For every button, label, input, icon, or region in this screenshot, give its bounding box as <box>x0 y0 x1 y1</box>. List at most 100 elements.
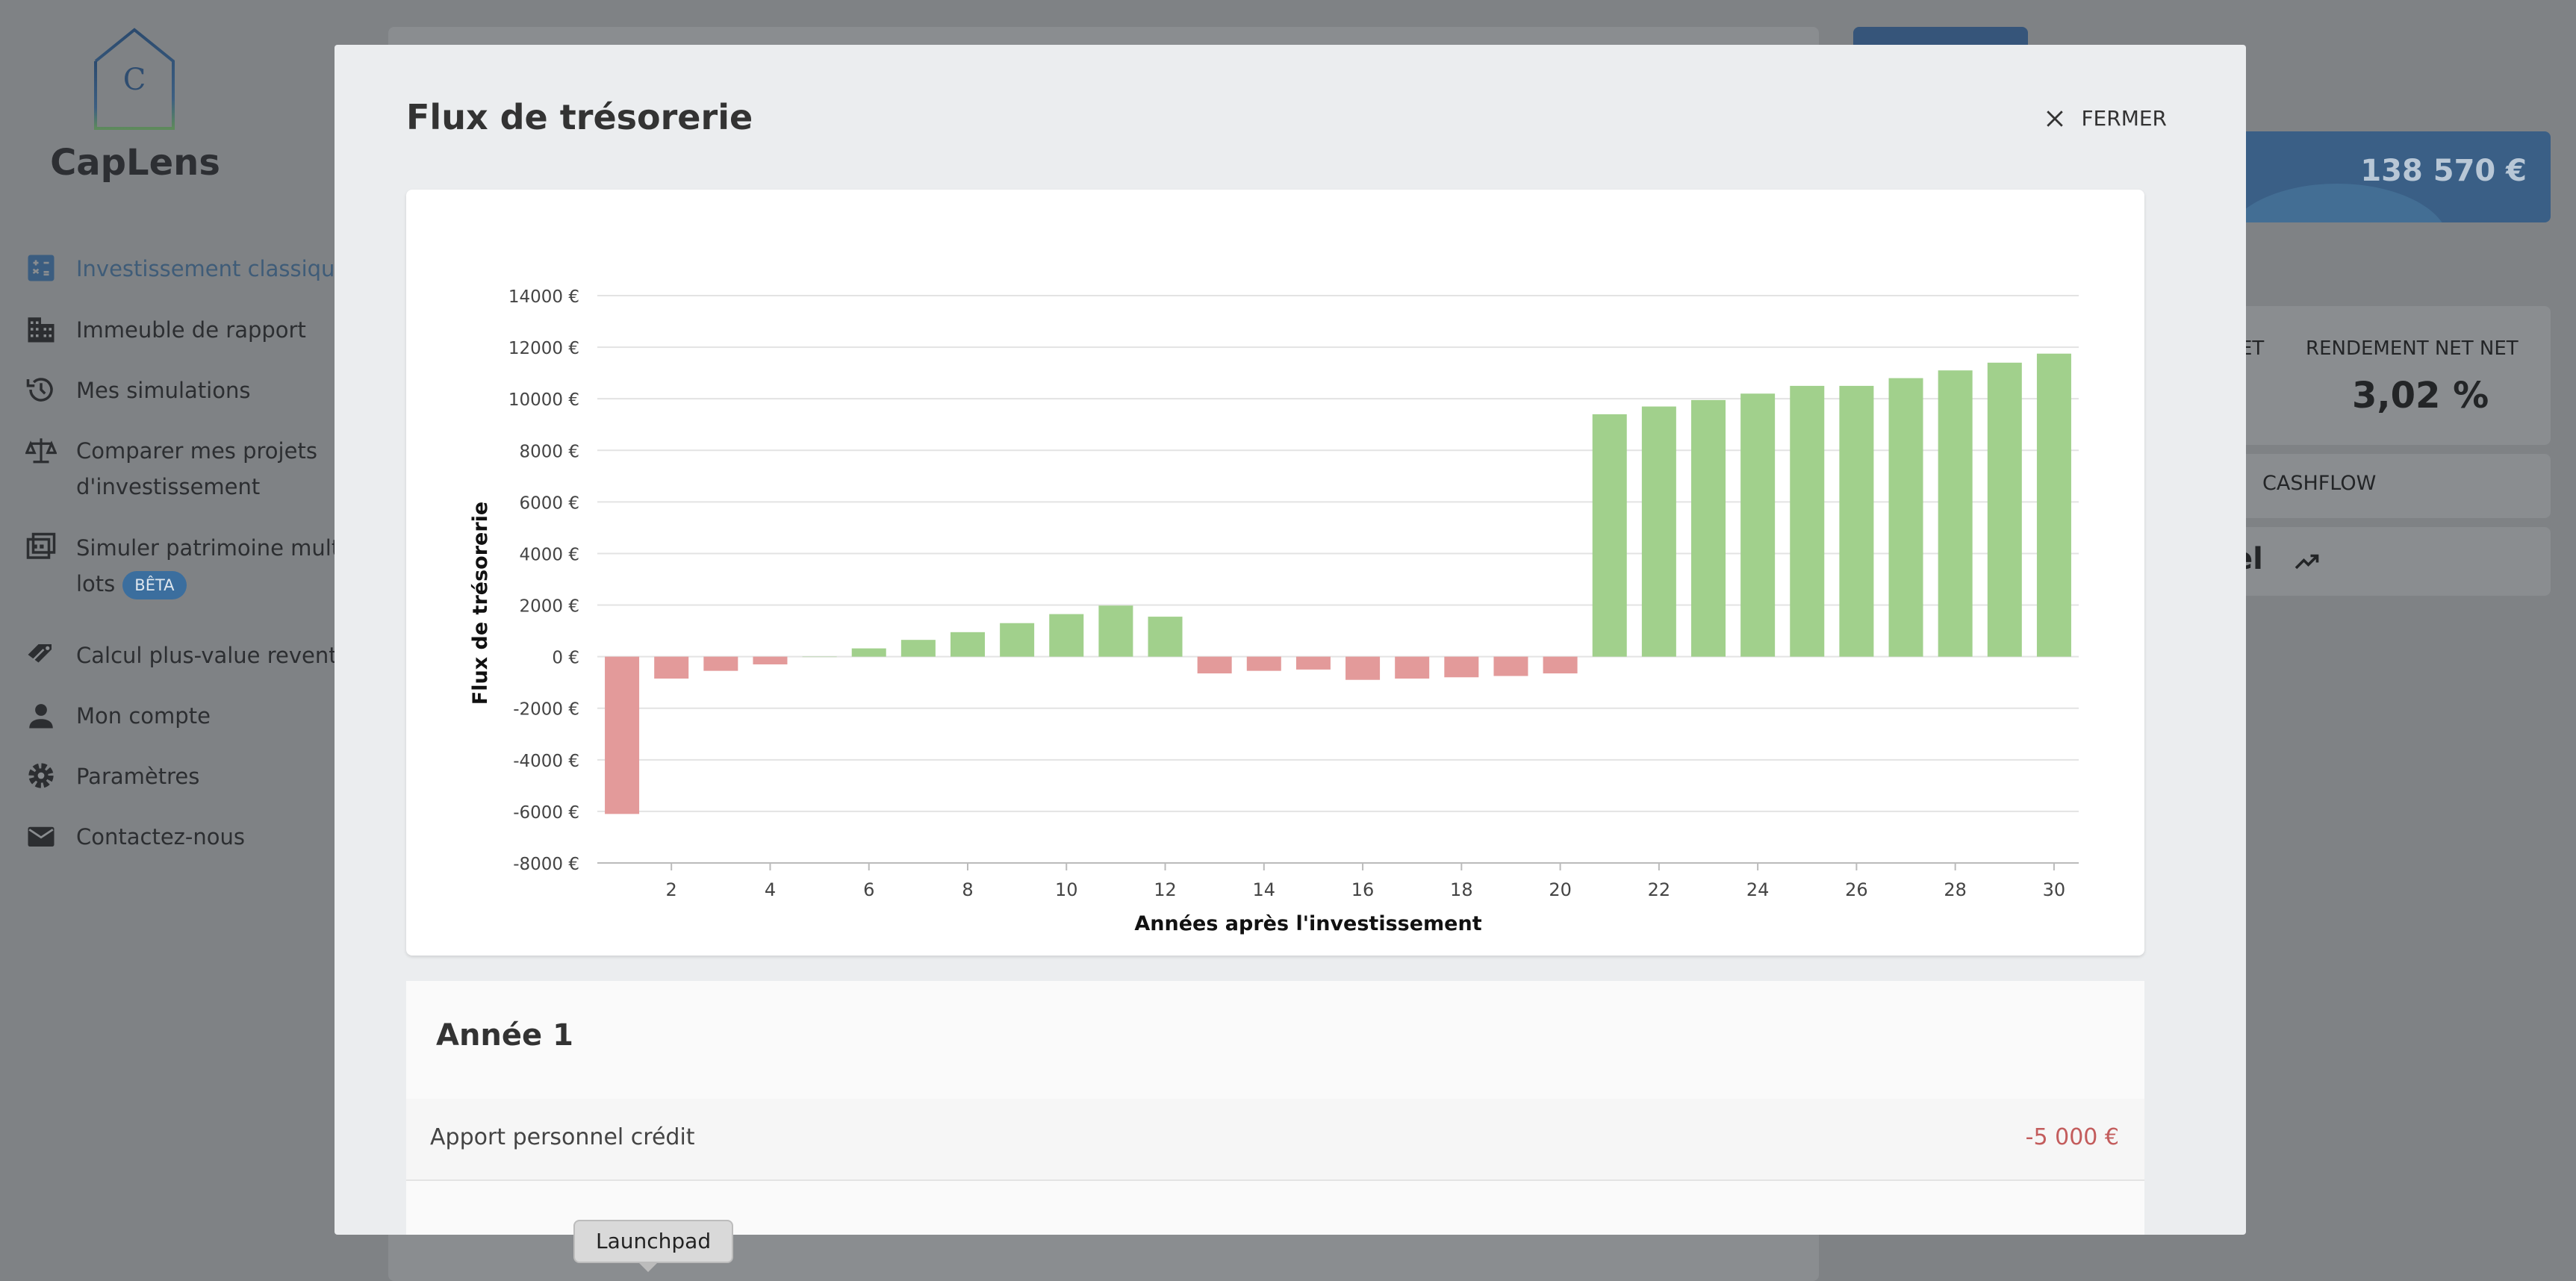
x-tick-label: 20 <box>1549 879 1572 900</box>
trending-up-icon <box>2295 554 2319 570</box>
bar-year-13 <box>1197 656 1232 674</box>
y-tick-label: 10000 € <box>508 390 579 410</box>
sidebar-item-label: Immeuble de rapport <box>76 317 306 343</box>
x-tick-label: 16 <box>1351 879 1375 900</box>
x-tick-label: 30 <box>2043 879 2066 900</box>
sidebar-item-label: Simuler patrimoine multi-lots BÊTA <box>76 530 367 602</box>
bar-year-28 <box>1938 370 1973 657</box>
history-icon <box>26 378 53 402</box>
beta-badge: BÊTA <box>122 571 187 599</box>
x-tick-label: 2 <box>666 879 677 900</box>
sidebar: C CapLens Investissement classique Immeu… <box>0 0 354 1281</box>
calculator-icon <box>28 255 55 281</box>
cashflow-modal: Flux de trésorerie FERMER 14000 € 12000 €… <box>335 45 2246 1235</box>
year-row-label: Apport personnel crédit <box>430 1124 695 1150</box>
bar-year-7 <box>900 640 936 657</box>
background-rendement-value: 3,02 % <box>2352 375 2489 417</box>
y-tick-label: 0 € <box>552 649 579 668</box>
bar-year-18 <box>1444 656 1479 678</box>
background-rendement-label: RENDEMENT NET NET <box>2306 337 2519 360</box>
bar-year-15 <box>1295 656 1331 670</box>
sidebar-item-simuler-patrimoine[interactable]: Simuler patrimoine multi-lots BÊTA <box>25 530 367 602</box>
cashflow-chart-card: 14000 € 12000 € 10000 € 8000 € 6000 € 4000 € 2… <box>406 190 2144 956</box>
x-tick-label: 28 <box>1944 879 1967 900</box>
cashflow-chart: 14000 € 12000 € 10000 € 8000 € 6000 € 4000 € 2… <box>469 287 2079 935</box>
y-tick-label: 14000 € <box>508 287 579 307</box>
svg-text:C: C <box>123 63 146 97</box>
y-tick-label: -4000 € <box>513 752 579 771</box>
background-cashflow-label: CASHFLOW <box>2262 472 2377 495</box>
bar-year-5 <box>802 656 837 658</box>
bar-year-10 <box>1049 614 1084 657</box>
portfolio-icon <box>26 532 56 559</box>
bar-year-16 <box>1345 656 1381 680</box>
y-tick-label: 12000 € <box>508 339 579 358</box>
year-row-value: -5 000 € <box>2025 1124 2119 1150</box>
sidebar-item-contact[interactable]: Contactez-nous <box>25 819 367 855</box>
x-tick-label: 24 <box>1746 879 1770 900</box>
bar-year-1 <box>605 656 640 814</box>
bar-year-12 <box>1148 617 1183 657</box>
y-axis-title: Flux de trésorerie <box>469 502 492 705</box>
sidebar-item-label: Calcul plus-value revente <box>76 643 351 668</box>
sidebar-item-label: Mon compte <box>76 703 211 729</box>
y-tick-label: 8000 € <box>520 442 579 461</box>
sidebar-item-investissement-classique[interactable]: Investissement classique <box>25 251 367 287</box>
sidebar-item-immeuble-de-rapport[interactable]: Immeuble de rapport <box>25 312 367 348</box>
x-axis-title: Années après l'investissement <box>1134 912 1481 935</box>
modal-title: Flux de trésorerie <box>406 97 753 137</box>
bar-year-23 <box>1691 399 1726 657</box>
y-tick-label: -8000 € <box>513 855 579 874</box>
bar-year-17 <box>1395 656 1430 679</box>
x-tick-label: 14 <box>1253 879 1276 900</box>
sidebar-item-parametres[interactable]: Paramètres <box>25 758 367 794</box>
bar-year-3 <box>703 656 738 671</box>
x-tick-label: 6 <box>863 879 874 900</box>
person-icon <box>29 704 53 729</box>
launchpad-tooltip: Launchpad <box>573 1220 734 1272</box>
brand-name: CapLens <box>50 142 220 184</box>
x-tick-label: 26 <box>1845 879 1868 900</box>
x-tick-label: 22 <box>1648 879 1671 900</box>
sidebar-item-mon-compte[interactable]: Mon compte <box>25 698 367 734</box>
sidebar-item-label: Comparer mes projets d'investissement <box>76 438 317 499</box>
y-tick-label: 4000 € <box>520 545 579 564</box>
x-tick-label: 18 <box>1450 879 1473 900</box>
scale-icon <box>25 438 57 464</box>
sidebar-item-label: Paramètres <box>76 764 200 789</box>
x-tick-label: 10 <box>1055 879 1078 900</box>
bar-year-22 <box>1641 406 1676 657</box>
caplens-logo: C <box>94 28 175 130</box>
bar-year-30 <box>2036 353 2071 657</box>
sidebar-item-label: Investissement classique <box>76 256 349 281</box>
sidebar-item-plus-value[interactable]: Calcul plus-value revente <box>25 638 367 673</box>
bar-year-25 <box>1790 385 1825 657</box>
bar-year-29 <box>1987 362 2022 657</box>
bar-year-19 <box>1493 656 1528 676</box>
bar-year-20 <box>1543 656 1578 674</box>
y-tick-label: -6000 € <box>513 803 579 823</box>
bar-year-8 <box>951 632 985 657</box>
x-tick-label: 12 <box>1154 879 1177 900</box>
bar-year-9 <box>1000 623 1035 657</box>
sidebar-item-comparer-projets[interactable]: Comparer mes projets d'investissement <box>25 433 367 505</box>
bar-year-27 <box>1888 378 1923 657</box>
bar-year-26 <box>1839 385 1874 657</box>
bar-year-21 <box>1592 414 1627 657</box>
x-tick-label: 4 <box>765 879 776 900</box>
year-detail-card: Année 1 Apport personnel crédit -5 000 € <box>406 981 2144 1235</box>
sidebar-item-label: Contactez-nous <box>76 824 245 850</box>
y-tick-label: 6000 € <box>520 493 579 513</box>
mail-icon <box>28 826 55 847</box>
close-button[interactable]: FERMER <box>2045 106 2167 131</box>
x-tick-label: 8 <box>962 879 973 900</box>
y-tick-label: 2000 € <box>520 597 579 617</box>
sidebar-item-label: Mes simulations <box>76 378 251 403</box>
sidebar-item-mes-simulations[interactable]: Mes simulations <box>25 373 367 408</box>
tag-icon <box>28 644 52 663</box>
bar-year-14 <box>1246 656 1281 671</box>
year-row: Apport personnel crédit -5 000 € <box>406 1099 2144 1181</box>
year-title: Année 1 <box>436 1018 573 1053</box>
bar-year-11 <box>1098 605 1133 657</box>
bar-year-6 <box>851 648 886 657</box>
